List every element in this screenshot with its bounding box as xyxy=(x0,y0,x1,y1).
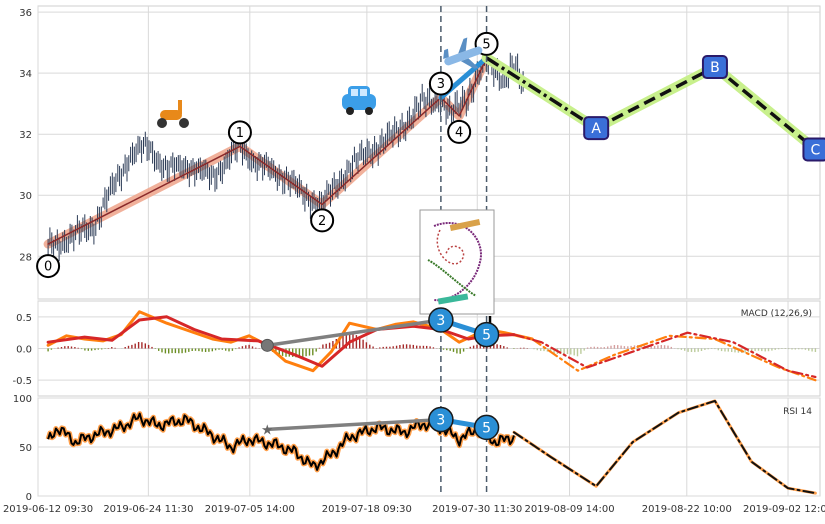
rsi-divergence-line xyxy=(265,417,443,432)
wave-label: 5 xyxy=(482,37,490,52)
wave-label: 1 xyxy=(236,126,244,141)
y-tick-label: 30 xyxy=(19,191,32,202)
wave-label-circle xyxy=(447,119,472,144)
projection-segment-0 xyxy=(485,56,598,130)
wave-label-circle xyxy=(36,254,61,279)
plane-body xyxy=(444,46,483,66)
x-tick-label: 2019-07-18 09:30 xyxy=(322,504,412,515)
wave-label: 4 xyxy=(455,125,463,140)
x-tick-label: 2019-06-12 09:30 xyxy=(3,504,93,515)
coaster-cart xyxy=(449,218,481,232)
projection-segment-1 xyxy=(595,65,716,130)
x-tick-label: 2019-08-22 10:00 xyxy=(642,504,732,515)
scooter-icon xyxy=(157,100,189,128)
scooter-wheel xyxy=(157,118,167,128)
projection-label-box xyxy=(583,116,610,141)
wave-label: 2 xyxy=(318,214,326,229)
coaster-cart xyxy=(437,293,469,305)
x-tick-label: 2019-08-09 14:00 xyxy=(524,504,614,515)
rsi-pivot-label: 5 xyxy=(482,420,491,436)
rsi-pivot-star: ★ xyxy=(261,422,274,438)
y-tick-label: 32 xyxy=(19,130,32,141)
macd-pivot-label: 3 xyxy=(436,313,445,329)
rsi-pivot-circle xyxy=(473,414,500,441)
rsi-legend: RSI 14 xyxy=(783,407,812,417)
projection-label-box xyxy=(701,55,728,80)
projection-label-box xyxy=(802,137,825,162)
car-body xyxy=(342,94,376,110)
wave-label-circle xyxy=(227,120,252,145)
zigzag-line xyxy=(47,57,488,245)
y-tick-label: 34 xyxy=(19,69,32,80)
airplane-icon xyxy=(443,37,483,69)
wave-label-circle xyxy=(428,71,453,96)
projection-label: A xyxy=(591,121,601,137)
rsi-pivot-label: 3 xyxy=(436,413,445,429)
y-tick-label: 50 xyxy=(19,443,32,454)
coaster-loop xyxy=(436,229,465,265)
x-tick-label: 2019-07-05 14:00 xyxy=(205,504,295,515)
y-tick-label: 0.0 xyxy=(16,345,32,356)
macd-divergence-line xyxy=(265,318,443,348)
x-tick-label: 2019-06-24 11:30 xyxy=(103,504,193,515)
macd-pivot-label: 5 xyxy=(482,328,491,344)
x-tick-label: 2019-09-02 12:00 xyxy=(743,504,825,515)
plane-tail xyxy=(443,48,449,60)
macd-pivot-circle xyxy=(428,307,454,333)
y-tick-label: -0.5 xyxy=(12,376,32,387)
y-tick-label: 36 xyxy=(19,8,32,19)
macd-pivot-circle xyxy=(473,321,500,348)
car-wheel xyxy=(346,107,354,115)
y-tick-label: 0.5 xyxy=(16,313,32,324)
projection-segment-2 xyxy=(713,65,817,151)
signal-projection xyxy=(512,331,817,379)
y-tick-label: 0 xyxy=(26,492,32,503)
scooter-stem xyxy=(178,100,182,114)
car-wheel xyxy=(365,107,373,115)
y-tick-label: 100 xyxy=(13,394,32,405)
car-window xyxy=(360,89,367,96)
rollercoaster-icon xyxy=(419,209,495,315)
car-icon xyxy=(342,86,376,115)
projection-label: C xyxy=(811,142,821,158)
macd-projection xyxy=(531,334,817,382)
scooter-body xyxy=(160,110,182,120)
wave-label-circle xyxy=(310,208,335,233)
car-window xyxy=(351,89,358,96)
coaster-track-lower xyxy=(427,259,477,297)
scooter-wheel xyxy=(179,118,189,128)
x-tick-label: 2019-07-30 11:30 xyxy=(432,504,522,515)
rsi-pivot-circle xyxy=(428,406,454,433)
projection-label: B xyxy=(710,60,720,76)
macd-legend: MACD (12,26,9) xyxy=(741,309,812,319)
y-tick-label: 28 xyxy=(19,252,32,263)
plane-wing xyxy=(458,37,468,54)
rsi-projection xyxy=(513,399,817,495)
wave-label: 0 xyxy=(44,260,52,275)
macd-pivot-marker xyxy=(260,338,274,352)
plane-wing xyxy=(460,58,479,69)
signal-line xyxy=(46,315,516,368)
wave-label: 3 xyxy=(437,77,445,92)
